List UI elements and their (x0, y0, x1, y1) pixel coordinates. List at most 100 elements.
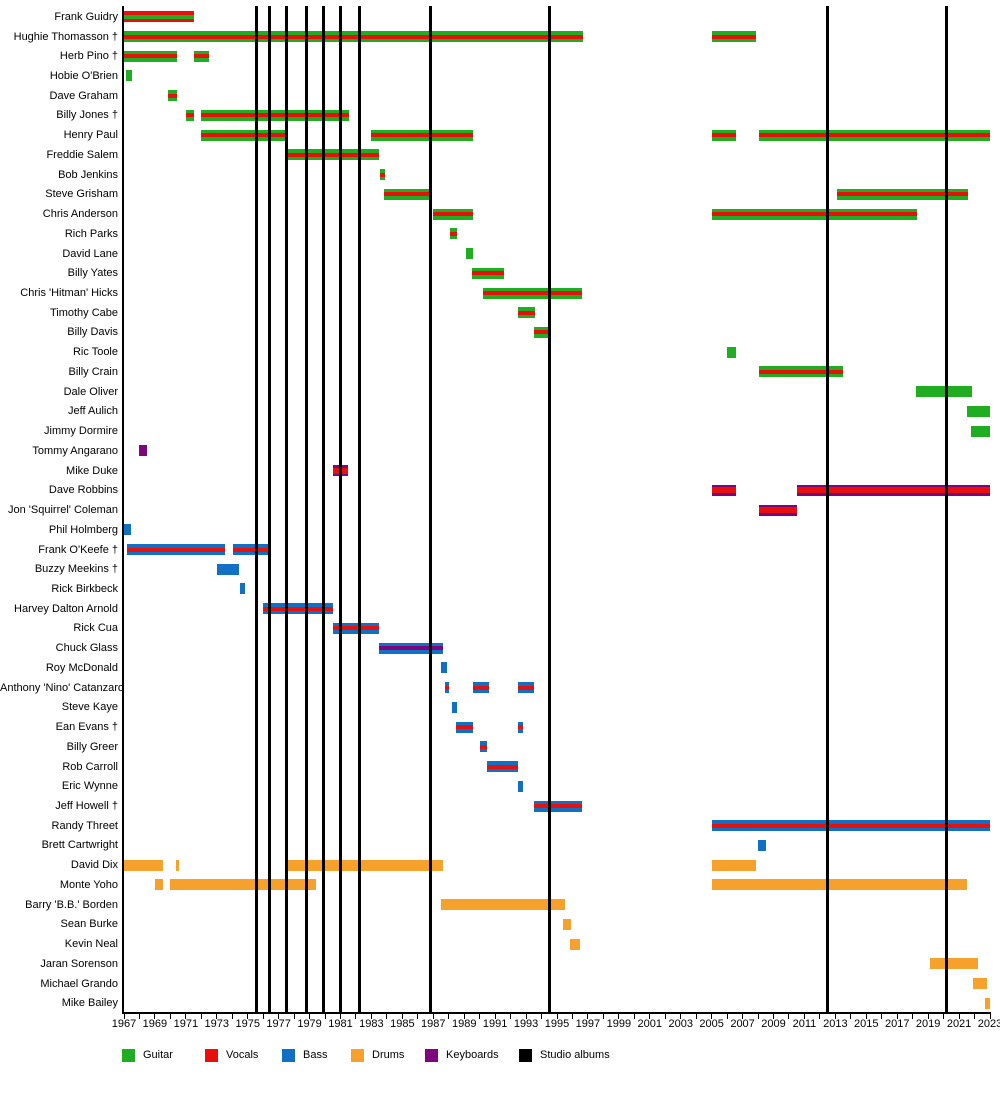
x-axis-tick (247, 1013, 249, 1019)
timeline-bar (487, 761, 519, 773)
x-axis-tick-label: 1999 (606, 1018, 632, 1030)
x-axis-tick (169, 1013, 171, 1019)
timeline-bar (154, 879, 163, 891)
x-axis-tick-label: 1985 (390, 1018, 415, 1030)
role-stripe (201, 133, 286, 138)
legend-swatch-vocals (205, 1049, 218, 1062)
x-axis-tick-label: 1993 (513, 1018, 539, 1030)
x-axis-tick (463, 1013, 465, 1019)
role-stripe (124, 34, 584, 39)
timeline-bar (518, 307, 536, 319)
x-axis-tick (525, 1013, 527, 1019)
member-label: Monte Yoho (59, 878, 118, 891)
x-axis-tick (742, 1013, 744, 1019)
member-label: Freddie Salem (46, 148, 118, 161)
x-axis-tick-label: 2001 (637, 1018, 663, 1030)
x-axis-tick-label: 1979 (297, 1018, 322, 1030)
x-axis-tick (386, 1013, 388, 1019)
x-axis-tick (788, 1013, 790, 1019)
member-label: Phil Holmberg (48, 523, 118, 536)
x-axis-tick (200, 1013, 202, 1019)
x-axis-tick-label: 1989 (451, 1018, 477, 1030)
x-axis-tick (680, 1013, 682, 1019)
timeline-bar (239, 583, 245, 595)
role-stripe (201, 113, 349, 118)
member-label: Rob Carroll (62, 760, 118, 773)
member-label: Mike Duke (66, 464, 118, 477)
member-label: Billy Davis (67, 326, 118, 339)
timeline-bar (127, 544, 226, 555)
role-stripe (456, 725, 474, 730)
x-axis-tick (510, 1013, 512, 1019)
x-axis-tick-label: 2015 (854, 1018, 879, 1030)
x-axis-tick (571, 1013, 573, 1019)
x-axis-tick-label: 1975 (235, 1018, 260, 1030)
x-axis-tick (834, 1013, 836, 1019)
member-label: Anthony 'Nino' Catanzaro (0, 681, 125, 694)
member-label: Dave Robbins (48, 484, 118, 497)
role-stripe (371, 133, 474, 138)
role-stripe (482, 291, 582, 296)
timeline-bar (185, 109, 194, 121)
legend-label: Studio albums (540, 1049, 610, 1061)
role-stripe (124, 54, 177, 59)
x-axis-tick (556, 1013, 558, 1019)
role-stripe (473, 685, 489, 690)
timeline-bar (479, 741, 488, 753)
timeline-bar (796, 484, 990, 496)
timeline-bar (125, 70, 133, 82)
x-axis-tick-label: 1971 (173, 1018, 199, 1030)
legend-swatch-bass (282, 1049, 295, 1062)
timeline-bar (124, 859, 163, 871)
member-label: Hughie Thomasson † (13, 30, 118, 43)
role-stripe (383, 192, 431, 197)
x-axis-tick (479, 1013, 481, 1019)
x-axis-tick-label: 1969 (142, 1018, 168, 1030)
member-label: Billy Yates (67, 267, 118, 280)
x-axis-tick-label: 1981 (328, 1018, 353, 1030)
timeline-bar (570, 938, 581, 950)
studio-album-line (267, 6, 271, 1012)
member-label: Hobie O'Brien (49, 69, 118, 82)
legend-swatch-keyboards (425, 1049, 438, 1062)
role-stripe (193, 54, 210, 59)
member-label: Jimmy Dormire (44, 425, 118, 438)
studio-album-line (826, 6, 830, 1012)
x-axis-tick (262, 1013, 264, 1019)
role-stripe (379, 646, 443, 651)
member-label: David Dix (70, 859, 118, 872)
x-axis-tick (355, 1013, 357, 1019)
member-label: Barry 'B.B.' Borden (25, 898, 118, 911)
role-stripe (758, 133, 990, 138)
x-axis-tick-label: 1987 (421, 1018, 446, 1030)
timeline-bar (915, 386, 973, 398)
member-label: Herb Pino † (59, 50, 118, 63)
role-stripe (444, 685, 449, 690)
timeline-bar (383, 188, 431, 200)
timeline-bar (482, 287, 582, 299)
x-axis-tick (664, 1013, 666, 1019)
member-label: Eric Wynne (61, 780, 118, 793)
x-axis-tick (803, 1013, 805, 1019)
x-axis-tick (324, 1013, 326, 1019)
member-label: Brett Cartwright (41, 839, 118, 852)
member-label: David Lane (62, 247, 118, 260)
timeline-bar (456, 721, 474, 733)
x-axis-tick (773, 1013, 774, 1019)
member-label: Ean Evans † (55, 721, 118, 734)
studio-album-line (357, 6, 361, 1012)
studio-album-line (321, 6, 325, 1012)
role-stripe (518, 685, 534, 690)
timeline-bar (711, 879, 967, 891)
timeline-bar (263, 603, 333, 615)
timeline-bar (168, 90, 178, 102)
member-label: Billy Jones † (56, 109, 118, 122)
timeline-bar (533, 800, 582, 812)
legend-label: Drums (372, 1049, 405, 1061)
member-label: Jaran Sorenson (40, 957, 118, 970)
timeline-bar (170, 879, 316, 891)
studio-album-line (547, 6, 551, 1012)
timeline-bar (711, 129, 736, 141)
studio-album-line (945, 6, 949, 1012)
member-label: Chris Anderson (42, 208, 118, 221)
